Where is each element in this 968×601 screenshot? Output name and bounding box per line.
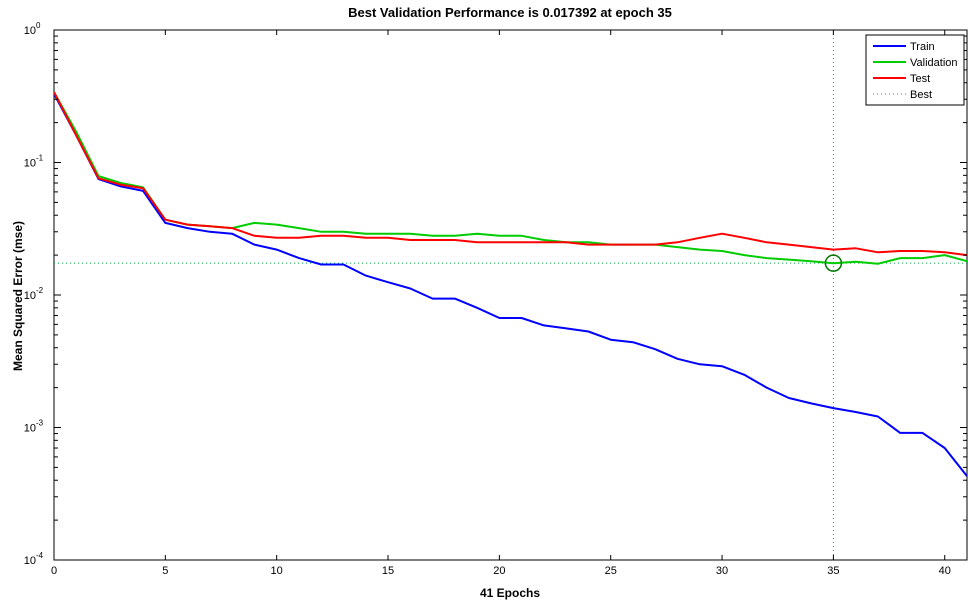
best-point-marker — [824, 254, 843, 272]
y-tick-exponent: -4 — [36, 551, 44, 560]
series-line-test — [53, 91, 968, 257]
y-tick-label: 10 — [24, 25, 36, 37]
x-tick-label: 0 — [51, 565, 57, 577]
legend: Train Validation Test Best — [865, 34, 965, 106]
x-tick-label: 25 — [605, 565, 617, 577]
y-tick-exponent: 0 — [36, 21, 41, 30]
x-tick-label: 10 — [271, 565, 283, 577]
x-tick-label: 15 — [382, 565, 394, 577]
legend-label-best: Best — [910, 89, 932, 101]
x-tick-label: 5 — [162, 565, 168, 577]
x-axis-label: 41 Epochs — [480, 586, 540, 600]
y-tick-label: 10 — [24, 158, 36, 170]
x-tick-label: 35 — [827, 565, 839, 577]
x-tick-label: 40 — [939, 565, 951, 577]
y-tick-label: 10 — [24, 290, 36, 302]
series-line-train — [53, 93, 968, 477]
y-axis-label: Mean Squared Error (mse) — [11, 221, 25, 371]
plot-area — [53, 29, 968, 561]
y-tick-label: 10 — [24, 555, 36, 567]
axes-box — [53, 29, 968, 561]
y-tick-exponent: -1 — [36, 154, 44, 163]
y-tick-label: 10 — [24, 423, 36, 435]
legend-label-validation: Validation — [910, 57, 958, 69]
legend-label-train: Train — [910, 41, 935, 53]
x-tick-label: 20 — [493, 565, 505, 577]
y-tick-exponent: -3 — [36, 419, 44, 428]
chart-title: Best Validation Performance is 0.017392 … — [348, 5, 672, 20]
y-tick-exponent: -2 — [36, 286, 44, 295]
x-tick-label: 30 — [716, 565, 728, 577]
legend-label-test: Test — [910, 73, 930, 85]
